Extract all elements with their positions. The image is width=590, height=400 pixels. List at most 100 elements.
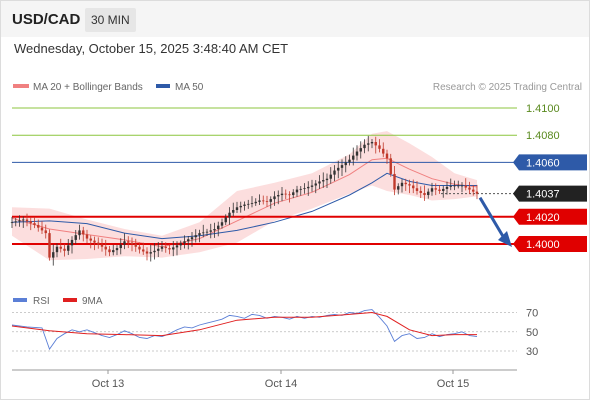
symbol-title: USD/CAD (12, 11, 81, 28)
candle-body (303, 188, 306, 190)
candle-body (468, 187, 471, 190)
candle-body (190, 237, 194, 240)
x-axis: Oct 13 Oct 14 Oct 15 (92, 370, 469, 390)
candle-body (52, 252, 55, 258)
candle-body (217, 225, 220, 230)
candle-body (85, 234, 89, 239)
ma20-legend-swatch (13, 84, 29, 88)
candle-body (288, 194, 291, 196)
candle-body (397, 186, 400, 190)
candle-body (250, 203, 254, 204)
ma50-legend-label: MA 50 (175, 82, 204, 93)
price-level-label: 1.4100 (526, 103, 560, 115)
price-level-tag (513, 208, 587, 225)
candle-body (149, 252, 152, 254)
timestamp: Wednesday, October 15, 2025 3:48:40 AM C… (14, 41, 289, 56)
candle-body (134, 244, 137, 247)
candle-body (29, 221, 32, 224)
candle-body (269, 199, 272, 202)
candle-body (464, 185, 467, 188)
candle-body (445, 186, 449, 189)
candle-body (59, 246, 62, 249)
candle-body (93, 240, 96, 243)
candle-body (187, 239, 190, 242)
candle-body (243, 204, 246, 206)
candle-body (412, 185, 415, 189)
candle-body (449, 186, 452, 187)
candle-body (22, 219, 25, 221)
candle-body (213, 229, 216, 231)
forecast-arrow-shaft (478, 196, 506, 239)
candle-body (472, 189, 475, 192)
candle-body (262, 200, 265, 202)
candle-body (337, 167, 340, 171)
candle-body (220, 222, 224, 226)
price-chart: MA 20 + Bollinger Bands MA 50 Research ©… (10, 82, 587, 390)
candle-body (142, 249, 145, 252)
candle-body (363, 144, 366, 149)
candle-body (355, 151, 359, 156)
candle-body (299, 188, 302, 190)
candle-body (408, 184, 411, 186)
candle-body (18, 220, 21, 222)
rsi-legend-swatch (13, 298, 27, 302)
candle-body (277, 195, 280, 197)
candle-body (389, 158, 392, 174)
candle-body (322, 180, 325, 182)
candle-body (194, 235, 197, 238)
interval-badge[interactable]: 30 MIN (85, 8, 136, 32)
candle-body (442, 188, 445, 191)
candle-body (25, 219, 29, 222)
candle-body (55, 246, 59, 253)
price-level-label: 1.4037 (526, 189, 560, 201)
x-axis-label: Oct 13 (92, 378, 124, 390)
candle-body (108, 249, 111, 253)
price-labels: 1.4100 1.4080 1.4060 1.4037 1.4020 1.4000 (513, 103, 587, 252)
candle-body (292, 192, 295, 196)
candle-body (434, 188, 437, 190)
price-levels (12, 107, 517, 245)
candle-body (100, 244, 104, 247)
ma20-legend-label: MA 20 + Bollinger Bands (33, 82, 143, 93)
rsi-level-label: 70 (526, 308, 538, 320)
candle-body (224, 217, 227, 223)
candle-body (37, 224, 40, 228)
candle-body (415, 188, 419, 191)
candle-body (127, 241, 130, 243)
candle-body (393, 173, 396, 190)
candle-body (340, 165, 344, 168)
candle-body (367, 143, 370, 145)
candle-body (48, 233, 51, 258)
candle-body (97, 242, 100, 245)
ma9-legend-label: 9MA (82, 296, 103, 307)
candle-body (157, 248, 160, 251)
candle-body (385, 153, 389, 159)
candle-body (352, 155, 355, 160)
candle-body (179, 243, 182, 246)
candle-body (370, 142, 374, 144)
candle-body (202, 232, 205, 234)
ma9-legend-swatch (63, 298, 77, 302)
candle-body (183, 241, 186, 244)
candle-body (423, 193, 426, 196)
candle-body (475, 191, 479, 194)
candle-body (254, 201, 257, 204)
rsi-level-label: 30 (526, 346, 538, 358)
candle-body (228, 212, 231, 218)
candle-body (378, 145, 381, 149)
candle-body (419, 190, 422, 193)
candle-body (284, 193, 287, 195)
x-axis-label: Oct 15 (437, 378, 469, 390)
rsi-level-label: 50 (526, 327, 538, 339)
forecast-arrow (478, 196, 512, 247)
candle-body (70, 239, 74, 246)
candle-body (232, 210, 235, 213)
ma50-legend-swatch (156, 84, 170, 88)
candle-body (209, 230, 212, 232)
candle-body (235, 207, 239, 210)
candle-body (258, 200, 261, 202)
candle-body (404, 182, 407, 185)
candle-body (307, 186, 310, 189)
candle-body (40, 227, 44, 231)
